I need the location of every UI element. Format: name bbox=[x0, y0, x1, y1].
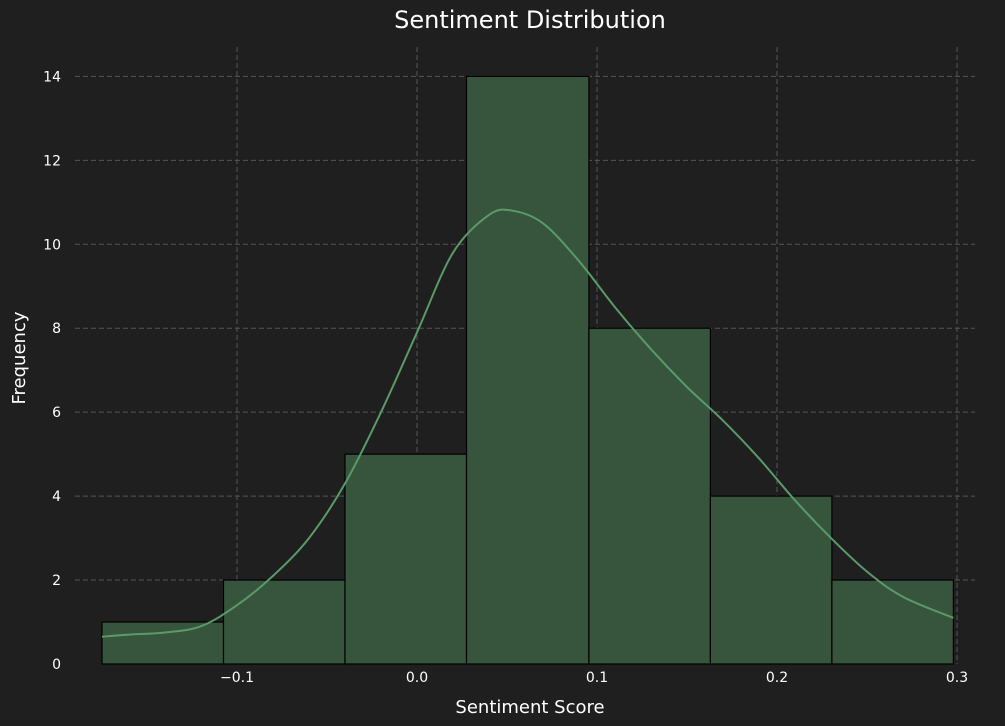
histogram-bar bbox=[709, 495, 833, 665]
bars bbox=[101, 75, 955, 665]
x-tick-labels: −0.1 0.0 0.1 0.2 0.3 bbox=[220, 670, 968, 686]
x-tick-label: −0.1 bbox=[220, 670, 254, 686]
y-tick-label: 14 bbox=[43, 69, 61, 85]
histogram-bar bbox=[465, 75, 590, 665]
y-tick-labels: 0 2 4 6 8 10 12 14 bbox=[43, 69, 61, 673]
y-tick-label: 8 bbox=[52, 321, 61, 337]
kde-layer bbox=[101, 208, 954, 638]
chart-title: Sentiment Distribution bbox=[394, 6, 666, 34]
y-axis-title: Frequency bbox=[9, 311, 30, 404]
histogram-bar bbox=[101, 621, 225, 665]
x-axis-title: Sentiment Score bbox=[455, 697, 604, 718]
x-tick-label: 0.1 bbox=[586, 670, 608, 686]
histogram-bar bbox=[222, 579, 346, 665]
y-tick-label: 2 bbox=[52, 573, 61, 589]
x-tick-label: 0.0 bbox=[406, 670, 428, 686]
x-tick-label: 0.3 bbox=[946, 670, 968, 686]
y-tick-label: 12 bbox=[43, 153, 61, 169]
y-tick-label: 10 bbox=[43, 237, 61, 253]
y-tick-label: 4 bbox=[52, 489, 61, 505]
kde-curve bbox=[101, 208, 954, 638]
histogram-bar bbox=[831, 579, 955, 665]
histogram-bar bbox=[588, 327, 712, 665]
y-tick-label: 0 bbox=[52, 657, 61, 673]
y-tick-label: 6 bbox=[52, 405, 61, 421]
histogram-bar bbox=[344, 453, 468, 665]
x-tick-label: 0.2 bbox=[766, 670, 788, 686]
